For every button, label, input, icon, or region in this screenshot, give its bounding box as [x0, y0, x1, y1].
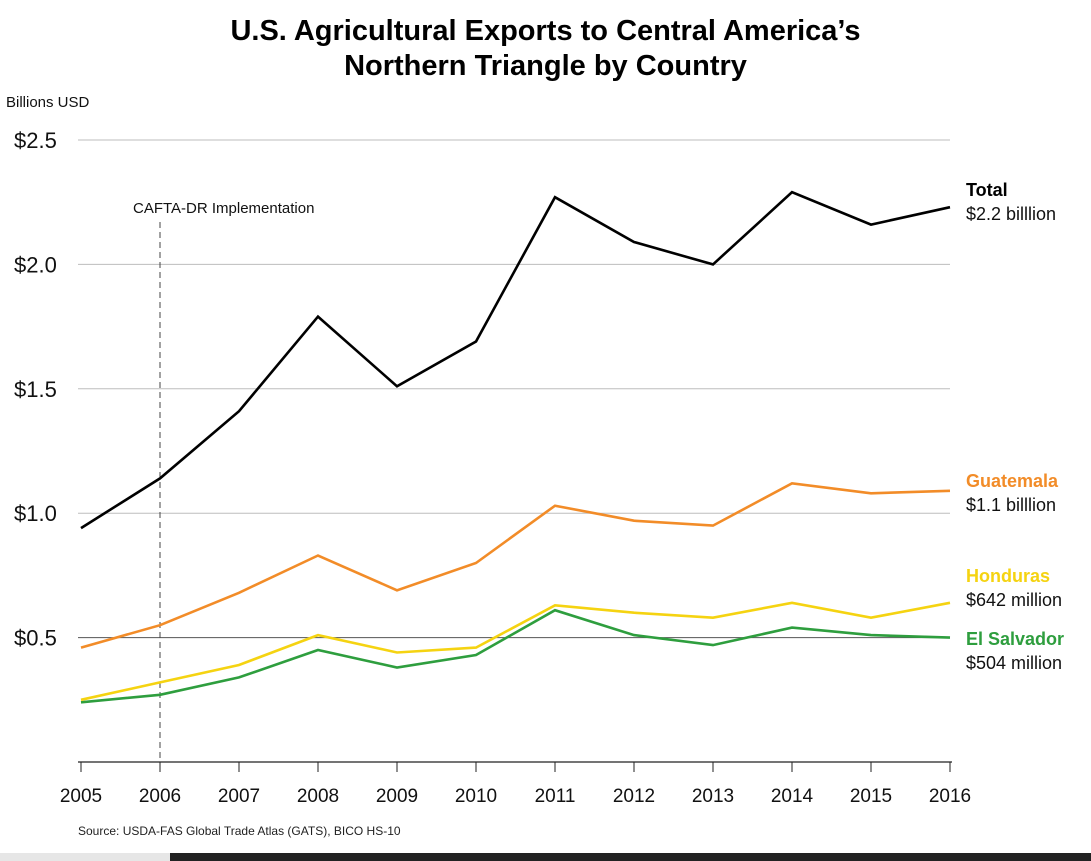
- cafta-dr-annotation: CAFTA-DR Implementation: [133, 200, 314, 217]
- legend-name-el-salvador: El Salvador: [966, 629, 1064, 649]
- series-line-guatemala: [80, 481, 951, 649]
- x-tick-label: 2005: [60, 786, 102, 807]
- series-line-el-salvador: [80, 608, 951, 704]
- chart-title-line-2: Northern Triangle by Country: [344, 50, 747, 82]
- bottom-bar-light-segment: [0, 853, 170, 861]
- y-axis-unit-label: Billions USD: [6, 94, 90, 111]
- bottom-bar: [0, 853, 1091, 861]
- legend-name-honduras: Honduras: [966, 566, 1050, 586]
- x-tick-label: 2009: [376, 786, 418, 807]
- x-tick-label: 2014: [771, 786, 814, 807]
- x-tick-label: 2008: [297, 786, 339, 807]
- x-tick-label: 2011: [535, 786, 576, 807]
- x-tick-label: 2013: [692, 786, 734, 807]
- chart-title: U.S. Agricultural Exports to Central Ame…: [0, 14, 1091, 84]
- legend-value-honduras: $642 million: [966, 590, 1062, 610]
- x-tick-label: 2010: [455, 786, 497, 807]
- legend-name-guatemala: Guatemala: [966, 471, 1059, 491]
- x-tick-label: 2016: [929, 786, 971, 807]
- y-tick-label: $1.5: [14, 377, 57, 402]
- legend-name-total: Total: [966, 180, 1008, 200]
- y-tick-label: $0.5: [14, 626, 57, 651]
- x-tick-label: 2012: [613, 786, 655, 807]
- x-tick-label: 2006: [139, 786, 181, 807]
- y-tick-label: $1.0: [14, 501, 57, 526]
- legend-value-el-salvador: $504 million: [966, 653, 1062, 673]
- legend-value-guatemala: $1.1 billlion: [966, 495, 1056, 515]
- legend-value-total: $2.2 billlion: [966, 204, 1056, 224]
- chart-title-line-1: U.S. Agricultural Exports to Central Ame…: [230, 15, 861, 47]
- source-note: Source: USDA-FAS Global Trade Atlas (GAT…: [78, 824, 401, 838]
- y-tick-label: $2.0: [14, 252, 57, 277]
- series-line-total: [80, 190, 951, 530]
- x-tick-label: 2015: [850, 786, 892, 807]
- y-tick-label: $2.5: [14, 128, 57, 153]
- x-tick-label: 2007: [218, 786, 260, 807]
- series-line-honduras: [80, 601, 951, 702]
